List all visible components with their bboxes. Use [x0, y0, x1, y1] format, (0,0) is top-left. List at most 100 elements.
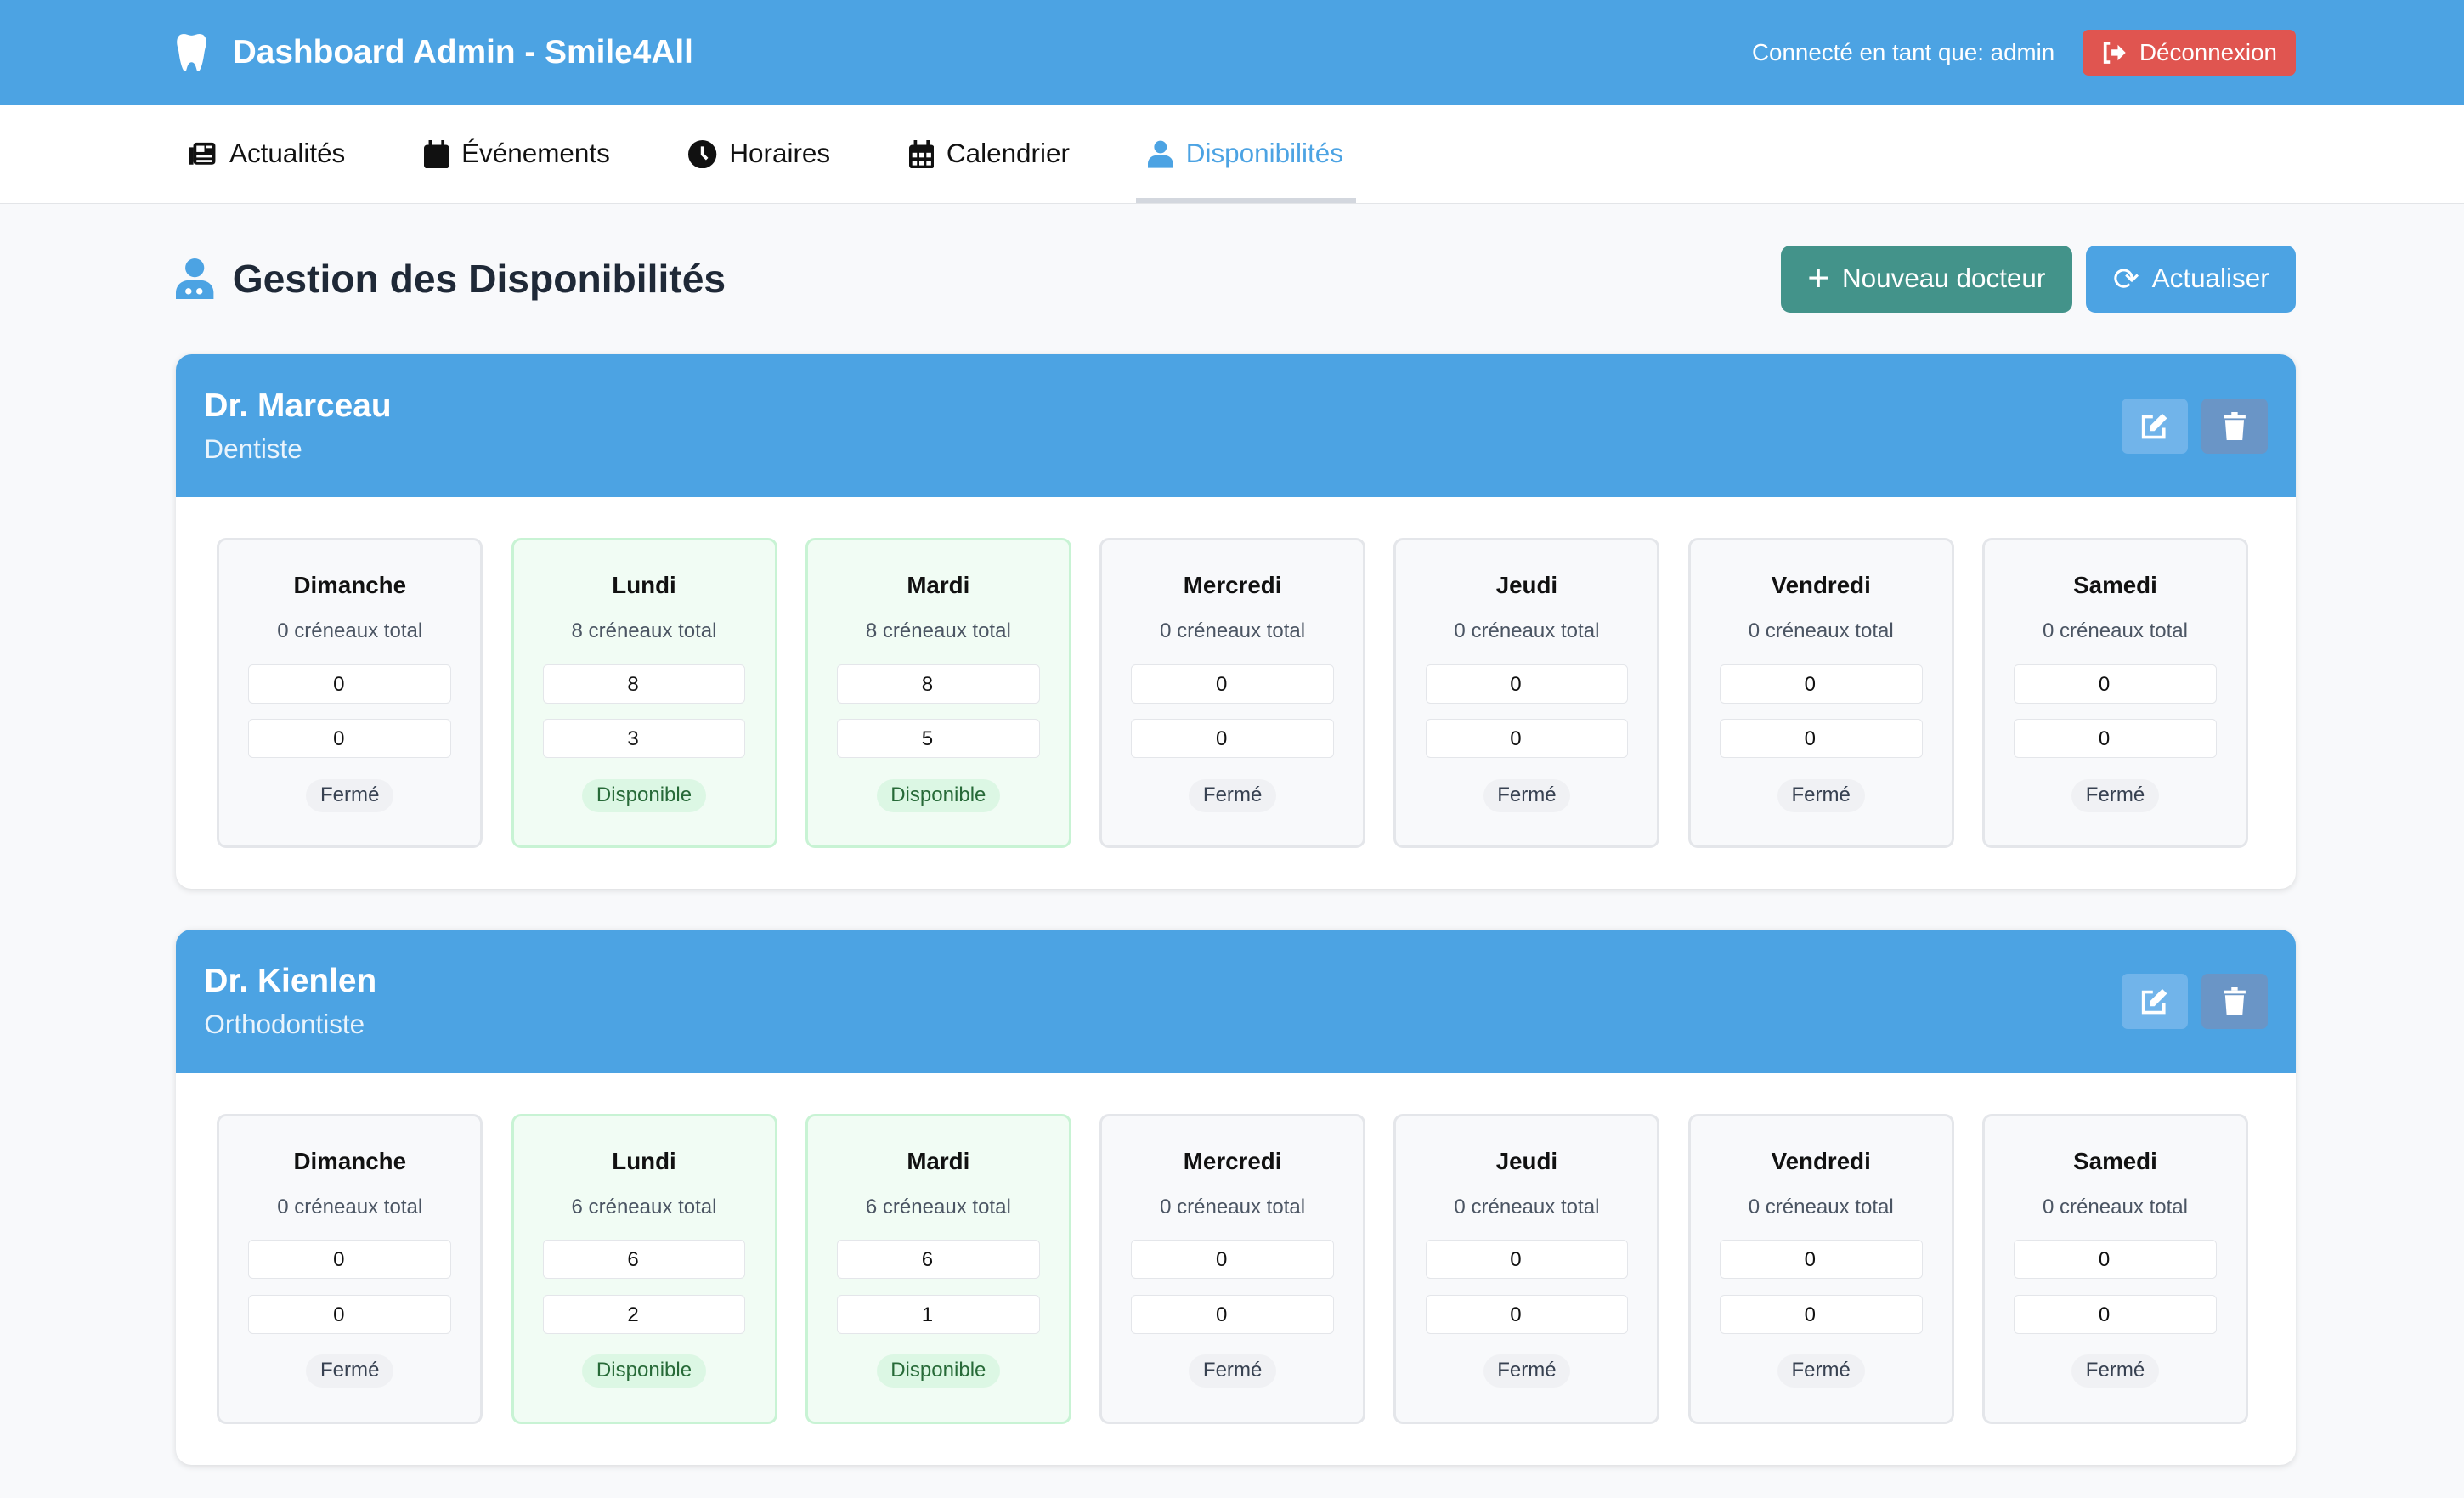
calendar-day-icon	[423, 139, 449, 168]
status-badge: Fermé	[2071, 778, 2159, 812]
slots-input[interactable]: 0	[1131, 1239, 1334, 1280]
page-header: Gestion des Disponibilités + Nouveau doct…	[176, 245, 2297, 314]
day-name: Lundi	[612, 1147, 676, 1174]
day-card: Jeudi 0 créneaux total 0 0 Fermé	[1393, 1113, 1660, 1424]
slots-input[interactable]: 0	[1719, 664, 1923, 704]
refresh-button[interactable]: ⟳ Actualiser	[2086, 245, 2297, 314]
slot-total: 0 créneaux total	[1748, 619, 1894, 643]
available-input[interactable]: 0	[1719, 719, 1923, 759]
slot-total: 0 créneaux total	[1454, 619, 1600, 643]
available-input[interactable]: 0	[1131, 719, 1334, 759]
slots-input[interactable]: 6	[837, 1239, 1040, 1280]
slots-input[interactable]: 0	[248, 664, 452, 704]
new-doctor-label: Nouveau docteur	[1841, 263, 2046, 294]
slots-input[interactable]: 0	[1719, 1239, 1923, 1280]
slot-total: 0 créneaux total	[2043, 1195, 2188, 1218]
doctor-specialty: Orthodontiste	[204, 1009, 365, 1040]
delete-button[interactable]	[2201, 974, 2268, 1029]
status-badge: Fermé	[1483, 1354, 1571, 1388]
available-input[interactable]: 2	[542, 1294, 746, 1334]
available-input[interactable]: 0	[1131, 1294, 1334, 1334]
slots-input[interactable]: 6	[542, 1239, 746, 1280]
user-doctor-icon	[1148, 140, 1173, 168]
slots-input[interactable]: 0	[2014, 1239, 2217, 1280]
tab-1[interactable]: Événements	[411, 105, 623, 203]
refresh-label: Actualiser	[2151, 263, 2269, 294]
day-card: Samedi 0 créneaux total 0 0 Fermé	[1982, 538, 2249, 849]
status-badge: Fermé	[1189, 1354, 1276, 1388]
slots-input[interactable]: 0	[1425, 664, 1629, 704]
available-input[interactable]: 0	[2014, 1294, 2217, 1334]
slots-input[interactable]: 0	[1131, 664, 1334, 704]
edit-button[interactable]	[2121, 398, 2188, 454]
day-name: Mercredi	[1183, 572, 1282, 599]
available-input[interactable]: 3	[542, 719, 746, 759]
day-card: Mercredi 0 créneaux total 0 0 Fermé	[1099, 1113, 1366, 1424]
edit-button[interactable]	[2121, 974, 2188, 1029]
status-badge: Disponible	[582, 778, 706, 812]
week-days: Dimanche 0 créneaux total 0 0 Fermé Lund…	[176, 1073, 2296, 1465]
user-doctor-icon	[176, 258, 214, 300]
slot-total: 6 créneaux total	[865, 1195, 1011, 1218]
slot-total: 0 créneaux total	[1160, 1195, 1306, 1218]
day-card: Samedi 0 créneaux total 0 0 Fermé	[1982, 1113, 2249, 1424]
day-card: Lundi 6 créneaux total 6 2 Disponible	[511, 1113, 777, 1424]
slot-total: 0 créneaux total	[1454, 1195, 1600, 1218]
day-card: Mardi 8 créneaux total 8 5 Disponible	[805, 538, 1071, 849]
status-badge: Fermé	[1483, 778, 1571, 812]
tab-3[interactable]: Calendrier	[896, 105, 1082, 203]
nav-tabs: Actualités Événements Horaires Calendrier Di…	[0, 105, 2464, 204]
new-doctor-button[interactable]: + Nouveau docteur	[1780, 245, 2072, 314]
day-name: Vendredi	[1771, 1147, 1871, 1174]
tab-label: Horaires	[729, 138, 831, 169]
logout-icon	[2103, 42, 2126, 64]
day-name: Dimanche	[293, 572, 406, 599]
slots-input[interactable]: 0	[1425, 1239, 1629, 1280]
plus-icon: +	[1807, 257, 1830, 300]
status-badge: Fermé	[1777, 1354, 1865, 1388]
slots-input[interactable]: 8	[542, 664, 746, 704]
day-name: Mardi	[907, 1147, 970, 1174]
app-title: Dashboard Admin - Smile4All	[232, 33, 693, 71]
day-name: Samedi	[2073, 572, 2157, 599]
doctor-name: Dr. Kienlen	[204, 963, 377, 1000]
brand: Dashboard Admin - Smile4All	[176, 33, 693, 72]
day-card: Mercredi 0 créneaux total 0 0 Fermé	[1099, 538, 1366, 849]
trash-icon	[2224, 411, 2246, 440]
top-bar: Dashboard Admin - Smile4All Connecté en …	[0, 0, 2464, 105]
day-name: Vendredi	[1771, 572, 1871, 599]
tab-0[interactable]: Actualités	[176, 105, 358, 203]
tab-label: Calendrier	[946, 138, 1070, 169]
available-input[interactable]: 0	[1425, 1294, 1629, 1334]
doctor-header: Dr. Kienlen Orthodontiste	[176, 930, 2297, 1073]
available-input[interactable]: 0	[1425, 719, 1629, 759]
delete-button[interactable]	[2201, 398, 2268, 454]
logout-button[interactable]: Déconnexion	[2083, 29, 2297, 76]
status-badge: Disponible	[876, 1354, 1001, 1388]
day-name: Lundi	[612, 572, 676, 599]
status-badge: Fermé	[1189, 778, 1276, 812]
status-badge: Fermé	[306, 778, 394, 812]
available-input[interactable]: 0	[248, 1294, 452, 1334]
doctor-specialty: Dentiste	[204, 433, 302, 464]
page-title: Gestion des Disponibilités	[232, 257, 726, 302]
day-card: Jeudi 0 créneaux total 0 0 Fermé	[1393, 538, 1660, 849]
tab-4[interactable]: Disponibilités	[1135, 105, 1356, 203]
available-input[interactable]: 0	[248, 719, 452, 759]
slot-total: 0 créneaux total	[277, 619, 423, 643]
status-badge: Fermé	[306, 1354, 394, 1388]
slots-input[interactable]: 0	[2014, 664, 2217, 704]
edit-icon	[2141, 413, 2167, 439]
newspaper-icon	[188, 141, 217, 167]
day-name: Jeudi	[1495, 572, 1558, 599]
day-card: Vendredi 0 créneaux total 0 0 Fermé	[1687, 1113, 1954, 1424]
day-name: Samedi	[2073, 1147, 2157, 1174]
available-input[interactable]: 5	[837, 719, 1040, 759]
available-input[interactable]: 0	[1719, 1294, 1923, 1334]
available-input[interactable]: 1	[837, 1294, 1040, 1334]
available-input[interactable]: 0	[2014, 719, 2217, 759]
tab-2[interactable]: Horaires	[675, 105, 842, 203]
slots-input[interactable]: 8	[837, 664, 1040, 704]
slots-input[interactable]: 0	[248, 1239, 452, 1280]
status-badge: Fermé	[1777, 778, 1865, 812]
